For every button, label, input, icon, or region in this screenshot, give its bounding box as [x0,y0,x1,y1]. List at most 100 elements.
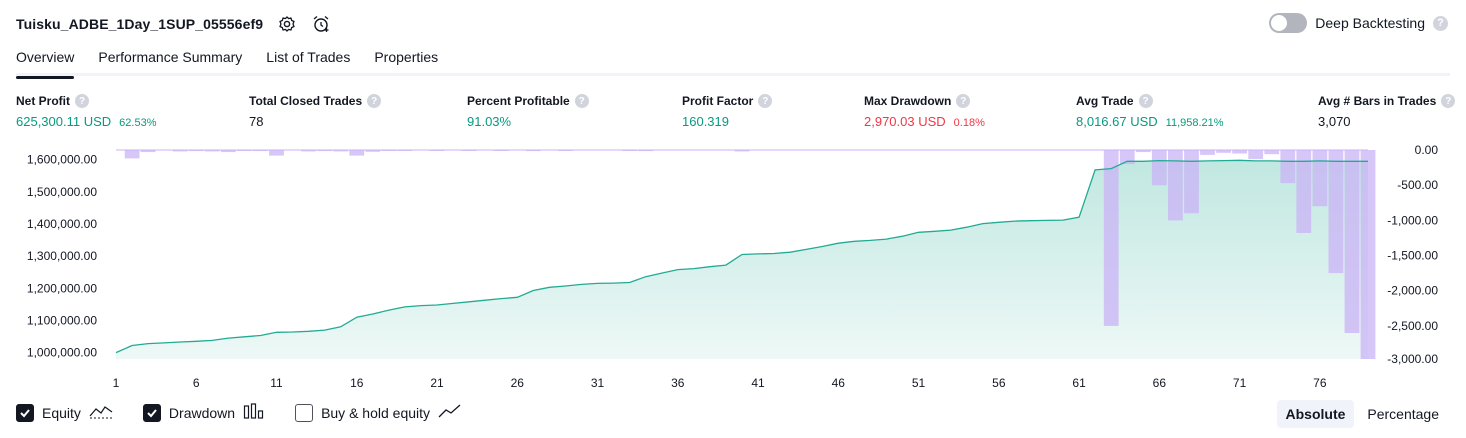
drawdown-bar [301,150,316,152]
metric-value: 91.03% [467,114,512,129]
drawdown-bar [461,150,477,151]
mode-absolute[interactable]: Absolute [1276,400,1355,428]
drawdown-bar [317,150,333,152]
metric-value: 2,970.03 USD [864,114,946,129]
metric-profit-factor: Profit Factor? 160.319 [682,93,773,129]
metric-label: Net Profit [16,94,70,108]
x-axis-tick-label: 21 [430,376,444,390]
metric-max-drawdown: Max Drawdown? 2,970.03 USD 0.18% [864,93,985,129]
x-axis-tick-label: 1 [113,376,120,390]
buy-hold-checkbox[interactable] [295,403,314,422]
gear-icon[interactable] [277,14,297,34]
drawdown-bars [116,149,1376,359]
equity-line [115,159,1368,354]
drawdown-bar [1184,150,1199,214]
metric-net-profit: Net Profit? 625,300.11 USD 62.53% [16,93,156,129]
mode-percentage[interactable]: Percentage [1367,406,1439,422]
right-axis-tick-label: -1,500.00 [1387,249,1438,263]
drawdown-bar [1328,150,1344,274]
metric-avg-trade: Avg Trade? 8,016.67 USD 11,958.21% [1076,93,1224,129]
left-axis-tick-label: 1,200,000.00 [27,281,97,295]
legend-label: Drawdown [168,404,236,421]
help-icon[interactable]: ? [1433,15,1448,31]
drawdown-bar [1280,150,1296,184]
info-icon[interactable]: ? [758,94,773,108]
drawdown-bar [1248,150,1264,160]
right-axis-tick-label: -500.00 [1397,178,1438,192]
equity-line-icon [89,403,113,422]
deep-backtesting-toggle[interactable] [1269,13,1308,33]
tab-overview[interactable]: Overview [16,44,75,79]
info-icon[interactable]: ? [1441,94,1456,108]
metric-percent: 11,958.21% [1165,117,1224,129]
metric-label: Profit Factor [682,94,754,108]
drawdown-checkbox[interactable] [142,403,161,422]
x-axis-tick-label: 41 [751,376,765,390]
metric-value: 625,300.11 USD [16,114,112,129]
equity-area-fill [116,160,1368,359]
drawdown-bar [221,150,236,153]
drawdown-bar [1312,150,1328,207]
info-icon[interactable]: ? [956,94,971,108]
drawdown-bar [1264,150,1280,155]
info-icon[interactable]: ? [574,94,589,108]
left-axis-tick-label: 1,000,000.00 [27,346,97,360]
drawdown-bar [188,150,204,152]
x-axis-tick-label: 6 [193,376,200,390]
tab-properties[interactable]: Properties [374,49,439,65]
right-axis-tick-label: -2,000.00 [1387,284,1438,298]
drawdown-bar [1151,150,1167,186]
metric-avg-bars: Avg # Bars in Trades? 3,070 [1318,93,1456,129]
drawdown-bar [365,150,381,152]
x-axis-tick-label: 76 [1313,376,1327,390]
left-axis-tick-label: 1,100,000.00 [27,313,97,327]
metric-percent-profitable: Percent Profitable? 91.03% [467,93,589,129]
x-axis-tick-label: 56 [992,376,1006,390]
legend-drawdown[interactable]: Drawdown [142,403,265,422]
legend-buy-hold[interactable]: Buy & hold equity [295,403,462,422]
right-axis-tick-label: -2,500.00 [1387,319,1438,333]
tab-list-of-trades[interactable]: List of Trades [266,49,351,65]
equity-checkbox[interactable] [16,403,34,422]
legend-equity[interactable]: Equity [16,403,113,422]
drawdown-bar [333,150,349,152]
strategy-header: Tuisku_ADBE_1Day_1SUP_05556ef9 [16,12,331,36]
metric-value: 160.319 [682,114,729,129]
drawdown-bar [349,150,365,156]
metric-label: Max Drawdown [864,94,952,108]
info-icon[interactable]: ? [367,94,382,108]
tab-bar: Overview Performance Summary List of Tra… [16,44,1450,79]
x-axis-tick-label: 11 [270,376,283,390]
left-axis-tick-label: 1,500,000.00 [27,185,97,199]
metric-value: 3,070 [1318,114,1351,129]
x-axis-tick-label: 51 [912,376,926,390]
drawdown-bar [622,150,638,151]
drawdown-bar [525,150,541,152]
x-axis-tick-label: 16 [350,376,364,390]
strategy-title: Tuisku_ADBE_1Day_1SUP_05556ef9 [16,16,264,32]
x-axis: 1 6 11 16 21 26 31 36 41 46 51 56 61 66 71 76 [113,376,1327,390]
info-icon[interactable]: ? [75,94,89,108]
drawdown-bar [269,150,284,156]
drawdown-bar [1200,150,1215,155]
drawdown-bar [1232,150,1247,154]
left-axis-tick-label: 1,400,000.00 [27,217,97,231]
equity-area [116,160,1368,359]
info-icon[interactable]: ? [1138,94,1153,108]
metric-label: Avg Trade [1076,94,1134,108]
buy-hold-line-icon [438,403,462,422]
drawdown-bar [638,150,654,152]
metric-label: Avg # Bars in Trades [1318,94,1437,108]
drawdown-bar [1360,150,1376,359]
equity-drawdown-chart[interactable]: 1,600,000.00 1,500,000.00 1,400,000.00 1,30… [0,140,1466,395]
drawdown-bar [1344,150,1360,333]
legend-label: Equity [42,404,81,421]
drawdown-bar [558,150,573,151]
metric-total-closed-trades: Total Closed Trades? 78 [249,93,382,129]
left-axis-tick-label: 1,300,000.00 [27,249,97,263]
alarm-add-icon[interactable] [311,14,331,34]
drawdown-bar [140,150,156,153]
left-axis: 1,600,000.00 1,500,000.00 1,400,000.00 1,30… [27,153,97,360]
tab-performance-summary[interactable]: Performance Summary [98,49,243,65]
deep-backtesting-label: Deep Backtesting [1315,15,1425,31]
